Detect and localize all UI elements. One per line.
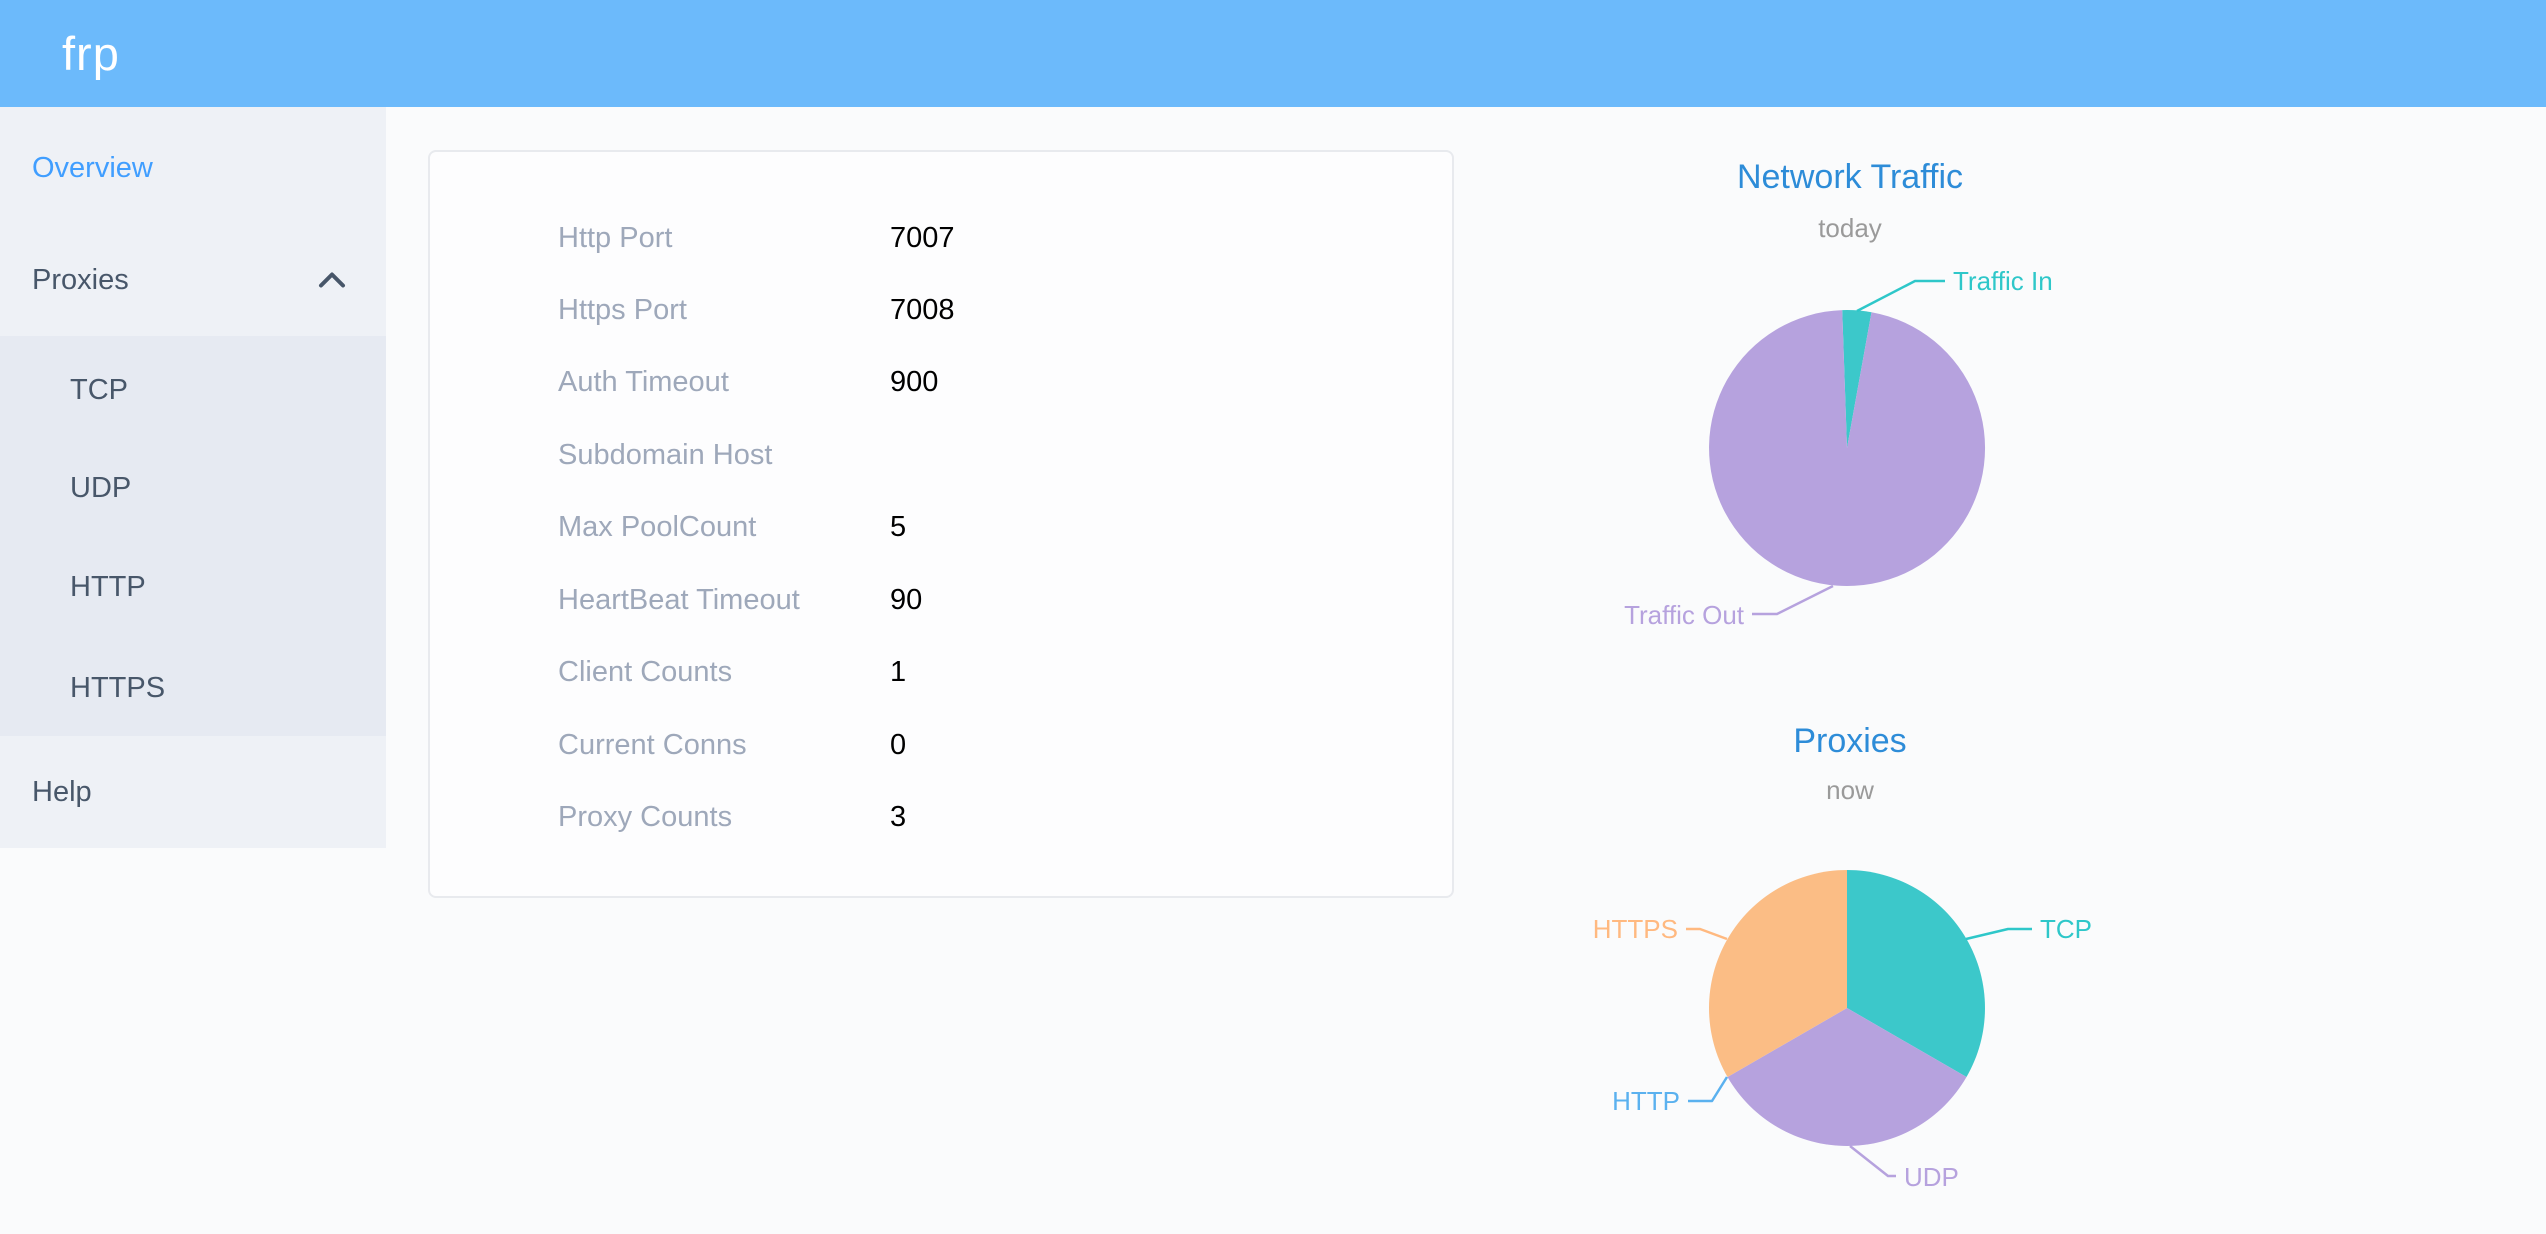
pie-slice-traffic-out[interactable]	[1709, 310, 1986, 587]
sidebar-item-http[interactable]: HTTP	[0, 537, 386, 637]
chevron-up-icon	[319, 272, 345, 288]
sidebar-item-help[interactable]: Help	[0, 736, 386, 848]
info-label: Client Counts	[558, 656, 733, 688]
sidebar-item-overview[interactable]: Overview	[0, 112, 386, 224]
info-value: 7007	[890, 222, 955, 254]
sidebar-item-tcp[interactable]: TCP	[0, 340, 386, 440]
info-row-https-port: Https Port 7008	[430, 274, 1452, 346]
info-value: 1	[890, 656, 907, 688]
info-label: Max PoolCount	[558, 511, 757, 543]
info-value: 7008	[890, 294, 955, 326]
pie-slice-udp[interactable]	[1727, 1008, 1967, 1146]
pie-slice-https[interactable]	[1709, 870, 1847, 1077]
pie-label-line-tcp	[1965, 927, 2032, 941]
pie-slice-tcp[interactable]	[1847, 870, 1985, 1077]
info-value: 3	[890, 801, 907, 833]
pie-label-https: HTTPS	[1593, 914, 1678, 944]
app-logo: frp	[62, 27, 120, 80]
pie-label-tcp: TCP	[2040, 914, 2092, 944]
sidebar-item-udp[interactable]: UDP	[0, 438, 386, 538]
pie-label-line-http	[1688, 1076, 1729, 1103]
pie-label-traffic-out: Traffic Out	[1624, 600, 1745, 630]
sidebar-item-label: Overview	[32, 151, 153, 184]
sidebar-item-label: HTTPS	[70, 671, 166, 704]
info-row-proxy-counts: Proxy Counts 3	[430, 781, 1452, 853]
info-value: 5	[890, 511, 907, 543]
sidebar: Overview Proxies TCP UDP HTTP HTTPS Help	[0, 107, 386, 848]
info-row-current-conns: Current Conns 0	[430, 709, 1452, 781]
network-traffic-chart-title: Network Traffic	[1736, 158, 1964, 196]
sidebar-item-label: Proxies	[32, 263, 129, 296]
info-label: Current Conns	[558, 729, 747, 761]
pie-label-line-https	[1686, 927, 1728, 941]
info-value: 0	[890, 729, 907, 761]
proxies-chart-title: Proxies	[1793, 722, 1907, 760]
sidebar-item-https[interactable]: HTTPS	[0, 638, 386, 738]
sidebar-item-label: HTTP	[70, 570, 146, 603]
info-row-client-counts: Client Counts 1	[430, 636, 1452, 708]
pie-label-udp: UDP	[1904, 1162, 1959, 1192]
info-label: Subdomain Host	[558, 439, 773, 471]
info-label: Https Port	[558, 294, 687, 326]
pie-label-line-traffic-in	[1856, 279, 1945, 313]
server-info-card: Http Port 7007 Https Port 7008 Auth Time…	[428, 150, 1454, 898]
sidebar-item-label: TCP	[70, 373, 128, 406]
pie-slice-traffic-in[interactable]	[1842, 310, 1872, 448]
app-header: frp	[0, 0, 2546, 107]
pie-label-traffic-in: Traffic In	[1953, 266, 2053, 296]
info-row-auth-timeout: Auth Timeout 900	[430, 346, 1452, 418]
info-row-subdomain-host: Subdomain Host	[430, 419, 1452, 491]
sidebar-item-label: Help	[32, 775, 92, 808]
info-row-max-poolcount: Max PoolCount 5	[430, 491, 1452, 563]
info-value: 900	[890, 366, 939, 398]
sidebar-item-proxies[interactable]: Proxies	[0, 224, 386, 336]
info-row-heartbeat-timeout: HeartBeat Timeout 90	[430, 564, 1452, 636]
pie-label-line-traffic-out	[1752, 584, 1834, 616]
info-label: Auth Timeout	[558, 366, 729, 398]
info-row-http-port: Http Port 7007	[430, 202, 1452, 274]
info-label: Proxy Counts	[558, 801, 733, 833]
proxies-chart-subtitle: now	[1826, 775, 1874, 805]
sidebar-item-label: UDP	[70, 471, 132, 504]
info-label: HeartBeat Timeout	[558, 584, 800, 616]
pie-label-http: HTTP	[1612, 1086, 1680, 1116]
info-label: Http Port	[558, 222, 673, 254]
info-value: 90	[890, 584, 923, 616]
network-traffic-chart-subtitle: today	[1818, 213, 1882, 243]
pie-label-line-udp	[1849, 1145, 1896, 1178]
sidebar-submenu-proxies: TCP UDP HTTP HTTPS	[0, 336, 386, 736]
